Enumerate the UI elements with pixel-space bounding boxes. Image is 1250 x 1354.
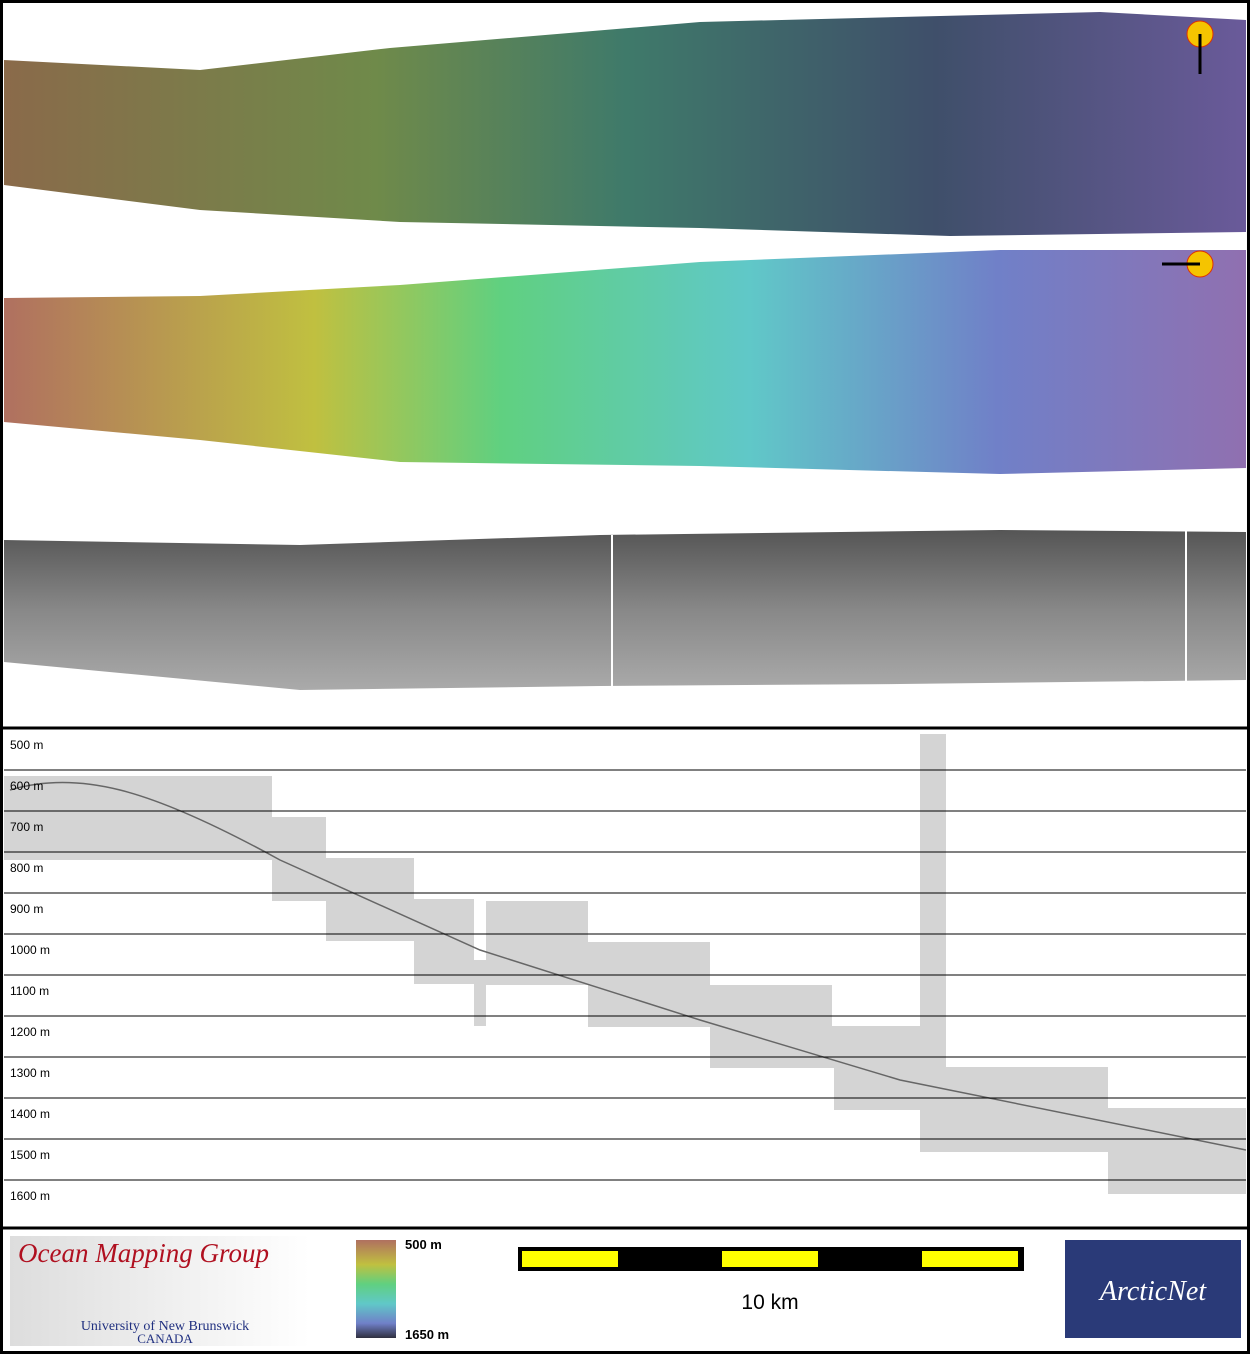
bathymetry-strip xyxy=(4,250,1246,474)
bathymetry-strip xyxy=(4,12,1246,236)
arcticnet-logo xyxy=(1065,1240,1241,1338)
depth-label: 600 m xyxy=(10,779,43,793)
depth-label: 1000 m xyxy=(10,943,50,957)
arcticnet-title: ArcticNet xyxy=(1098,1276,1207,1307)
seafloor-trace xyxy=(9,781,1247,1151)
depth-label: 1100 m xyxy=(10,984,49,998)
depth-label: 1600 m xyxy=(10,1189,50,1203)
scale-segment xyxy=(922,1251,1018,1267)
omg-logo xyxy=(10,1236,310,1346)
depth-label: 900 m xyxy=(10,902,43,916)
depth-label: 1400 m xyxy=(10,1107,50,1121)
scale-segment xyxy=(722,1251,818,1267)
depth-label: 500 m xyxy=(10,738,43,752)
colorbar-top-label: 500 m xyxy=(405,1237,442,1252)
depth-label: 1500 m xyxy=(10,1148,50,1162)
depth-label: 1300 m xyxy=(10,1066,50,1080)
scale-label: 10 km xyxy=(741,1291,798,1314)
depth-label: 700 m xyxy=(10,820,43,834)
backscatter-strip xyxy=(4,530,1246,690)
omg-title: Ocean Mapping Group xyxy=(18,1238,269,1268)
colorbar xyxy=(356,1240,396,1338)
colorbar-bottom-label: 1650 m xyxy=(405,1327,449,1342)
scale-segment xyxy=(522,1251,618,1267)
depth-label: 800 m xyxy=(10,861,43,875)
omg-university: University of New Brunswick xyxy=(81,1319,249,1334)
omg-country: CANADA xyxy=(137,1331,193,1346)
profile-blocks xyxy=(4,734,1246,1194)
depth-label: 1200 m xyxy=(10,1025,50,1039)
